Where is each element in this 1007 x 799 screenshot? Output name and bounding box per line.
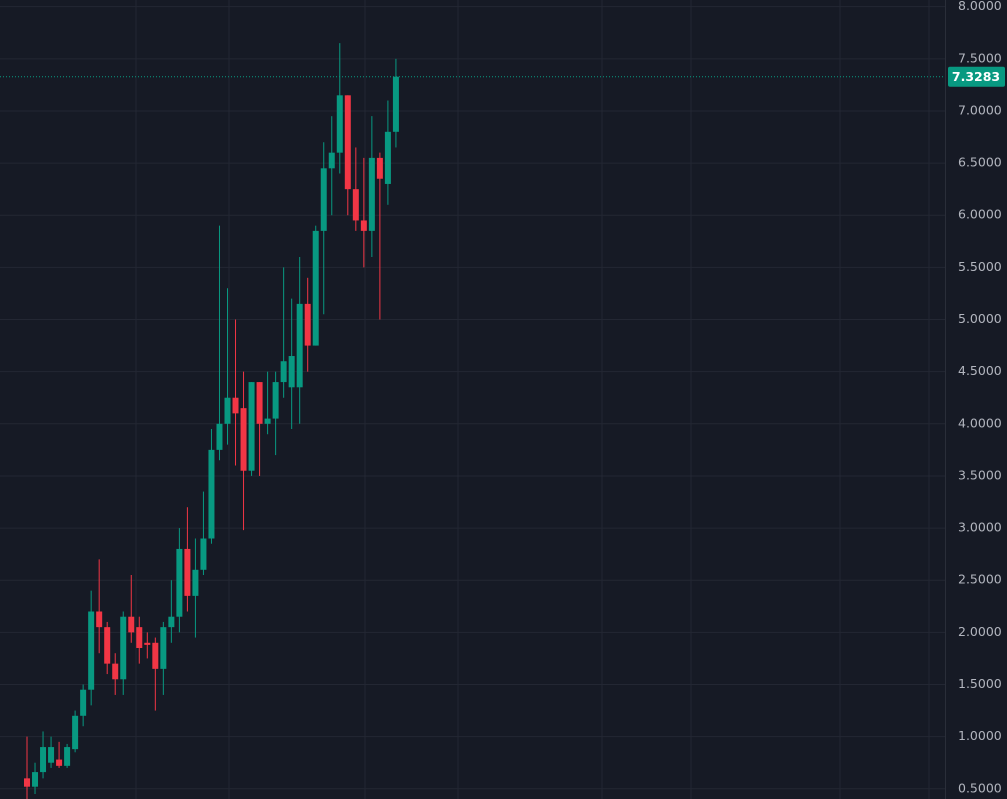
candle-body <box>64 747 71 766</box>
candle-body <box>368 157 375 231</box>
y-tick-label: 8.0000 <box>958 0 1002 13</box>
candle-body <box>320 168 327 231</box>
candle-body <box>344 95 351 190</box>
candle-body <box>248 382 255 471</box>
last-price-tag <box>948 66 1005 87</box>
candle-body <box>152 642 159 669</box>
candle-body <box>112 663 119 680</box>
candle-body <box>232 397 239 414</box>
candle-body <box>40 747 47 773</box>
y-tick-label: 1.5000 <box>958 676 1002 691</box>
y-tick-label: 6.0000 <box>958 207 1002 222</box>
candle-body <box>184 548 191 596</box>
y-tick-label: 5.5000 <box>958 259 1002 274</box>
y-tick-label: 4.5000 <box>958 363 1002 378</box>
candle-body <box>168 616 175 628</box>
y-tick-label: 7.0000 <box>958 102 1002 117</box>
candle-body <box>296 303 303 388</box>
candle-body <box>128 616 135 633</box>
candle-body <box>96 611 103 628</box>
candle-body <box>176 548 183 617</box>
candle-body <box>360 220 367 231</box>
candle-body <box>160 627 167 669</box>
candle-body <box>264 418 271 424</box>
candle-body <box>328 152 335 169</box>
y-tick-label: 3.0000 <box>958 520 1002 535</box>
candle-body <box>136 627 143 649</box>
candle-body <box>224 397 231 424</box>
candle-body <box>120 616 127 680</box>
y-tick-label: 7.5000 <box>958 50 1002 65</box>
candle-body <box>376 157 383 179</box>
candle-body <box>256 382 263 424</box>
candle-body <box>272 382 279 419</box>
y-tick-label: 5.0000 <box>958 311 1002 326</box>
candle-body <box>384 131 391 184</box>
candle-body <box>240 408 247 471</box>
candle-body <box>208 449 215 539</box>
y-tick-label: 6.5000 <box>958 155 1002 170</box>
y-tick-label: 2.0000 <box>958 624 1002 639</box>
candle-body <box>200 538 207 570</box>
candle-body <box>104 627 111 664</box>
candle-body <box>352 189 359 221</box>
y-tick-label: 4.0000 <box>958 415 1002 430</box>
candle-body <box>280 361 287 383</box>
candle-body <box>144 642 151 645</box>
last-price-label: 7.3283 <box>952 69 1000 84</box>
y-tick-label: 3.5000 <box>958 467 1002 482</box>
candle-body <box>392 76 399 132</box>
candle-body <box>88 611 95 690</box>
candle-body <box>32 772 39 787</box>
candle-body <box>72 715 79 750</box>
candle-body <box>216 423 223 450</box>
y-tick-label: 2.5000 <box>958 572 1002 587</box>
candle-body <box>312 230 319 346</box>
candle-body <box>24 778 30 787</box>
candle-body <box>304 303 311 346</box>
candle-body <box>56 759 63 766</box>
y-tick-label: 0.5000 <box>958 780 1002 795</box>
time-grid <box>135 0 930 799</box>
candle-body <box>336 95 343 153</box>
candle-body <box>288 356 295 388</box>
candle-body <box>80 689 87 716</box>
candle-body <box>192 569 199 596</box>
candle-body <box>48 747 55 763</box>
y-tick-label: 1.0000 <box>958 728 1002 743</box>
